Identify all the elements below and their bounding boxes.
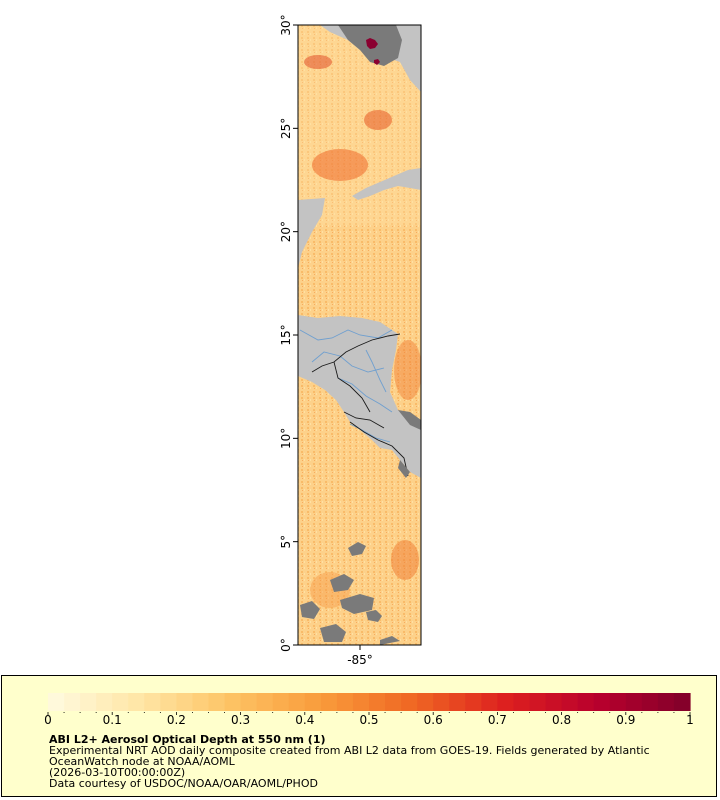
colorbar-cell [625,693,643,711]
colorbar-cell [208,693,226,711]
colorbar-cell [561,693,579,711]
colorbar-cell [64,693,81,711]
colorbar-cell [401,693,418,711]
colorbar-cell [385,693,402,711]
colorbar-tick-label: 0 [44,713,52,727]
legend-description: Experimental NRT AOD daily composite cre… [49,744,650,757]
colorbar-cell [417,693,434,711]
borders [311,333,409,477]
colorbar-cell [160,693,177,711]
land-central-america [298,315,421,478]
colorbar-cell [657,693,675,711]
colorbar-cell [224,693,242,711]
colorbar-tick-label: 0.3 [231,713,250,727]
lat-tick-label: 15° [279,324,293,345]
lat-tick-label: 20° [279,221,293,242]
colorbar-cell [609,693,627,711]
colorbar-tick-label: 0.9 [616,713,635,727]
latitude-axis: 0° 5° 10° 15° 20° 25° 30° [279,14,298,652]
colorbar-cell [449,693,466,711]
colorbar-cell [513,693,531,711]
colorbar-cell [80,693,97,711]
lat-tick-label: 30° [279,14,293,35]
legend-description-cont: OceanWatch node at NOAA/AOML [49,755,235,768]
colorbar-cell [481,693,498,711]
legend-title: ABI L2+ Aerosol Optical Depth at 550 nm … [49,733,326,746]
colorbar-tick-label: 0.4 [295,713,314,727]
colorbar-cell [673,693,691,711]
colorbar-cell [336,693,354,711]
colorbar-cell [465,693,482,711]
lat-tick-label: 25° [279,118,293,139]
lat-tick-label: 0° [279,638,293,652]
colorbar-cell [304,693,322,711]
colorbar-cell [288,693,306,711]
lat-tick-label: 5° [279,535,293,549]
colorbar-tick-label: 0.5 [359,713,378,727]
colorbar-cell [577,693,595,711]
lat-tick-label: 10° [279,428,293,449]
colorbar-cell [529,693,547,711]
colorbar-cell [433,693,450,711]
aod-hotspot-north [312,149,368,181]
longitude-axis: -85° [347,645,373,667]
colorbar-cell [545,693,563,711]
colorbar-cell [112,693,129,711]
colorbar-cell [144,693,161,711]
colorbar-cell [96,693,113,711]
colorbar-cell [369,693,386,711]
colorbar-cell [352,693,370,711]
colorbar-cell [593,693,611,711]
colorbar-cell [192,693,210,711]
map-area: 0° 5° 10° 15° 20° 25° 30° -85° [279,14,422,667]
colorbar-cell [641,693,659,711]
colorbar-cell [128,693,145,711]
legend-panel: 0 0.1 0.2 0.3 0.4 0.5 0.6 0.7 0.8 0.9 1 ABI L2+ Ae… [1,675,717,797]
colorbar-tick-label: 0.8 [552,713,571,727]
colorbar-cell [497,693,515,711]
colorbar-tick-label: 1 [686,713,694,727]
colorbar-cell [256,693,274,711]
colorbar-tick-label: 0.1 [103,713,122,727]
colorbar-cell [272,693,290,711]
colorbar-tick-label: 0.7 [488,713,507,727]
colorbar-cell [48,693,65,711]
legend-date: (2026-03-10T00:00:00Z) [49,766,186,779]
colorbar: 0 0.1 0.2 0.3 0.4 0.5 0.6 0.7 0.8 0.9 1 [44,693,694,727]
no-data-south [300,542,400,645]
colorbar-cell [176,693,194,711]
colorbar-cell [240,693,258,711]
land-yucatan [298,198,325,268]
legend-credit: Data courtesy of USDOC/NOAA/OAR/AOML/PHO… [49,777,318,790]
colorbar-tick-label: 0.2 [167,713,186,727]
land-cuba [352,168,421,200]
rivers [299,329,393,443]
no-data-coast [398,410,421,430]
lon-tick-label: -85° [347,653,373,667]
colorbar-tick-label: 0.6 [424,713,443,727]
aod-map: 0° 5° 10° 15° 20° 25° 30° -85° [279,14,422,667]
colorbar-cell [320,693,338,711]
